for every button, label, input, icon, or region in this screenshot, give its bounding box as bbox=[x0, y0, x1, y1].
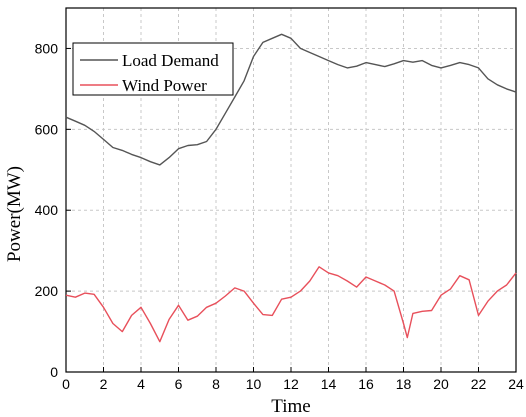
x-tick-label: 14 bbox=[321, 376, 337, 392]
x-tick-label: 24 bbox=[508, 376, 524, 392]
legend-label-load-demand: Load Demand bbox=[122, 51, 219, 70]
legend-label-wind-power: Wind Power bbox=[122, 76, 207, 95]
x-tick-label: 22 bbox=[471, 376, 487, 392]
y-tick-label: 800 bbox=[35, 40, 59, 56]
x-axis-title: Time bbox=[271, 396, 310, 417]
series-line-wind-power bbox=[65, 266, 517, 343]
y-tick-label: 0 bbox=[50, 364, 58, 380]
x-tick-label: 12 bbox=[283, 376, 299, 392]
x-tick-label: 10 bbox=[246, 376, 262, 392]
x-tick-label: 20 bbox=[433, 376, 449, 392]
y-axis-title: Power(MW) bbox=[4, 166, 25, 262]
y-tick-label: 400 bbox=[35, 202, 59, 218]
x-tick-label: 2 bbox=[100, 376, 108, 392]
x-tick-label: 6 bbox=[175, 376, 183, 392]
x-tick-label: 0 bbox=[62, 376, 70, 392]
y-tick-label: 600 bbox=[35, 121, 59, 137]
x-tick-label: 18 bbox=[396, 376, 412, 392]
y-tick-label: 200 bbox=[35, 283, 59, 299]
x-tick-label: 4 bbox=[137, 376, 145, 392]
x-tick-label: 16 bbox=[358, 376, 374, 392]
series-line-load-demand bbox=[65, 33, 517, 166]
x-axis: 0 2 4 6 8 10 12 14 16 18 20 22 24 bbox=[62, 367, 524, 392]
legend-box bbox=[72, 42, 234, 96]
legend: Load Demand Wind Power bbox=[72, 42, 234, 96]
x-tick-label: 8 bbox=[212, 376, 220, 392]
y-axis: 0 200 400 600 800 bbox=[35, 40, 71, 380]
series-lines bbox=[65, 33, 517, 343]
